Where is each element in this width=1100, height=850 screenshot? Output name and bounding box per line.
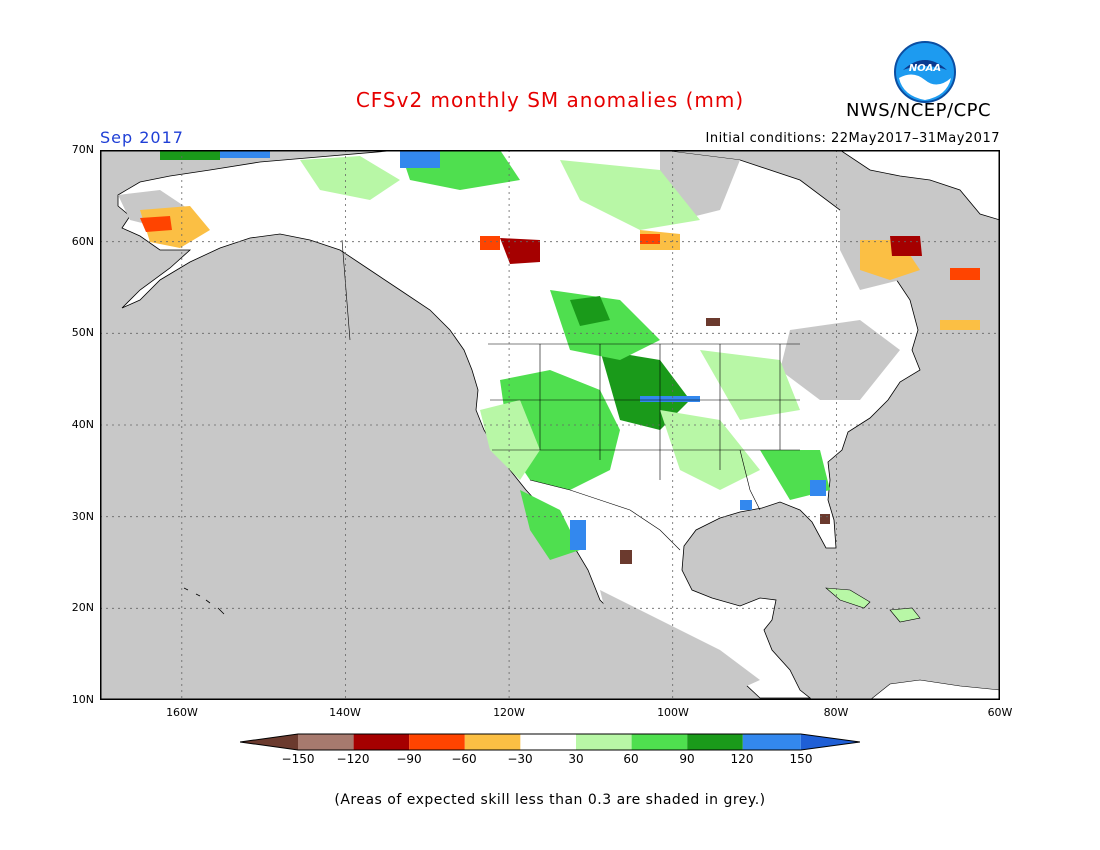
colorbar-outline bbox=[240, 733, 860, 751]
initial-conditions: Initial conditions: 22May2017–31May2017 bbox=[705, 131, 1000, 146]
hawaii-islands bbox=[183, 587, 225, 615]
lat-label-50n: 50N bbox=[71, 326, 94, 339]
lat-label-30n: 30N bbox=[71, 510, 94, 523]
colorbar-seg-1 bbox=[298, 734, 354, 750]
lon-label-140w: 140W bbox=[329, 706, 361, 719]
agency-label: NWS/NCEP/CPC bbox=[846, 100, 992, 121]
cuba-land bbox=[825, 587, 871, 609]
colorbar-seg-5 bbox=[520, 734, 576, 750]
colorbar-seg-10 bbox=[800, 734, 860, 750]
lat-label-60n: 60N bbox=[71, 235, 94, 248]
colorbar-label-30: 30 bbox=[568, 752, 584, 766]
lon-label-100w: 100W bbox=[657, 706, 689, 719]
colorbar-label-60: 60 bbox=[623, 752, 639, 766]
lon-label-120w: 120W bbox=[493, 706, 525, 719]
colorbar-label-90: 90 bbox=[679, 752, 695, 766]
lat-label-40n: 40N bbox=[71, 418, 94, 431]
colorbar-seg-6 bbox=[576, 734, 632, 750]
anomaly-patches bbox=[140, 150, 980, 564]
soil-moisture-map bbox=[100, 150, 1000, 700]
south-america-land bbox=[869, 679, 1000, 700]
noaa-logo: NOAA bbox=[894, 41, 956, 103]
graticule bbox=[100, 150, 1000, 700]
map-title: CFSv2 monthly SM anomalies (mm) bbox=[355, 88, 745, 112]
colorbar-seg-2 bbox=[353, 734, 410, 750]
map-frame bbox=[100, 150, 1000, 700]
lat-label-10n: 10N bbox=[71, 693, 94, 706]
colorbar-seg-9 bbox=[742, 734, 801, 750]
colorbar-seg-4 bbox=[464, 734, 521, 750]
colorbar-label-120: 120 bbox=[730, 752, 754, 766]
lat-label-20n: 20N bbox=[71, 601, 94, 614]
colorbar-seg-7 bbox=[631, 734, 688, 750]
lon-label-80w: 80W bbox=[823, 706, 849, 719]
greenland-land bbox=[839, 150, 1000, 221]
colorbar-seg-3 bbox=[409, 734, 465, 750]
lon-label-60w: 60W bbox=[987, 706, 1013, 719]
colorbar-label-150: 150 bbox=[789, 752, 813, 766]
forecast-month: Sep 2017 bbox=[100, 128, 184, 147]
colorbar-label-neg120: −120 bbox=[336, 752, 370, 766]
lat-label-70n: 70N bbox=[71, 143, 94, 156]
footnote: (Areas of expected skill less than 0.3 a… bbox=[334, 792, 766, 808]
colorbar-label-neg60: −60 bbox=[451, 752, 477, 766]
colorbar-seg-0 bbox=[240, 734, 298, 750]
colorbar-label-neg90: −90 bbox=[396, 752, 422, 766]
lon-label-160w: 160W bbox=[166, 706, 198, 719]
colorbar bbox=[240, 733, 860, 751]
colorbar-label-neg150: −150 bbox=[281, 752, 315, 766]
noaa-logo-text: NOAA bbox=[909, 63, 941, 74]
political-boundaries bbox=[341, 239, 800, 551]
colorbar-seg-8 bbox=[687, 734, 743, 750]
colorbar-label-neg30: −30 bbox=[507, 752, 533, 766]
